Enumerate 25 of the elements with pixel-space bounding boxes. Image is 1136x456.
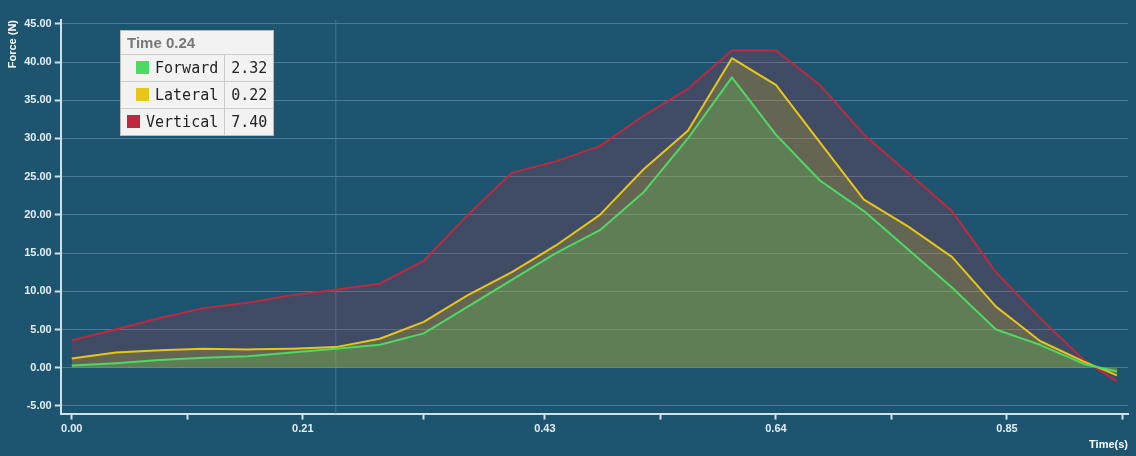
y-tick-label: 5.00 xyxy=(30,322,52,335)
y-tick-label: 40.00 xyxy=(24,55,52,68)
annotation: Time 0.24 xyxy=(126,33,197,53)
y-tick-label: -5.00 xyxy=(26,398,52,411)
y-axis-title: Force (N) xyxy=(5,19,18,69)
y-tick-label: 25.00 xyxy=(24,169,52,182)
y-tick-label: 10.00 xyxy=(24,284,52,297)
y-tick-label: 35.00 xyxy=(24,93,52,106)
annotation: 7.40 xyxy=(224,108,274,135)
legend-label: Lateral xyxy=(155,86,219,104)
x-tick-label: 0.43 xyxy=(534,422,556,435)
x-axis-title: Time(s) xyxy=(1089,438,1129,451)
x-tick-label: 0.64 xyxy=(765,422,788,435)
y-tick-label: 15.00 xyxy=(24,246,52,259)
legend-label: Vertical xyxy=(146,113,219,131)
x-tick-label: 0.85 xyxy=(996,422,1018,435)
x-tick-label: 0.21 xyxy=(292,422,314,435)
legend-label: Forward xyxy=(155,59,219,77)
annotation: 2.32 xyxy=(224,54,274,82)
y-tick-label: 0.00 xyxy=(30,360,52,373)
y-tick-label: 20.00 xyxy=(24,207,52,220)
annotation: 0.22 xyxy=(224,81,274,109)
y-tick-label: 30.00 xyxy=(24,131,52,144)
x-tick-label: 0.00 xyxy=(61,422,83,435)
y-tick-label: 45.00 xyxy=(24,16,52,29)
